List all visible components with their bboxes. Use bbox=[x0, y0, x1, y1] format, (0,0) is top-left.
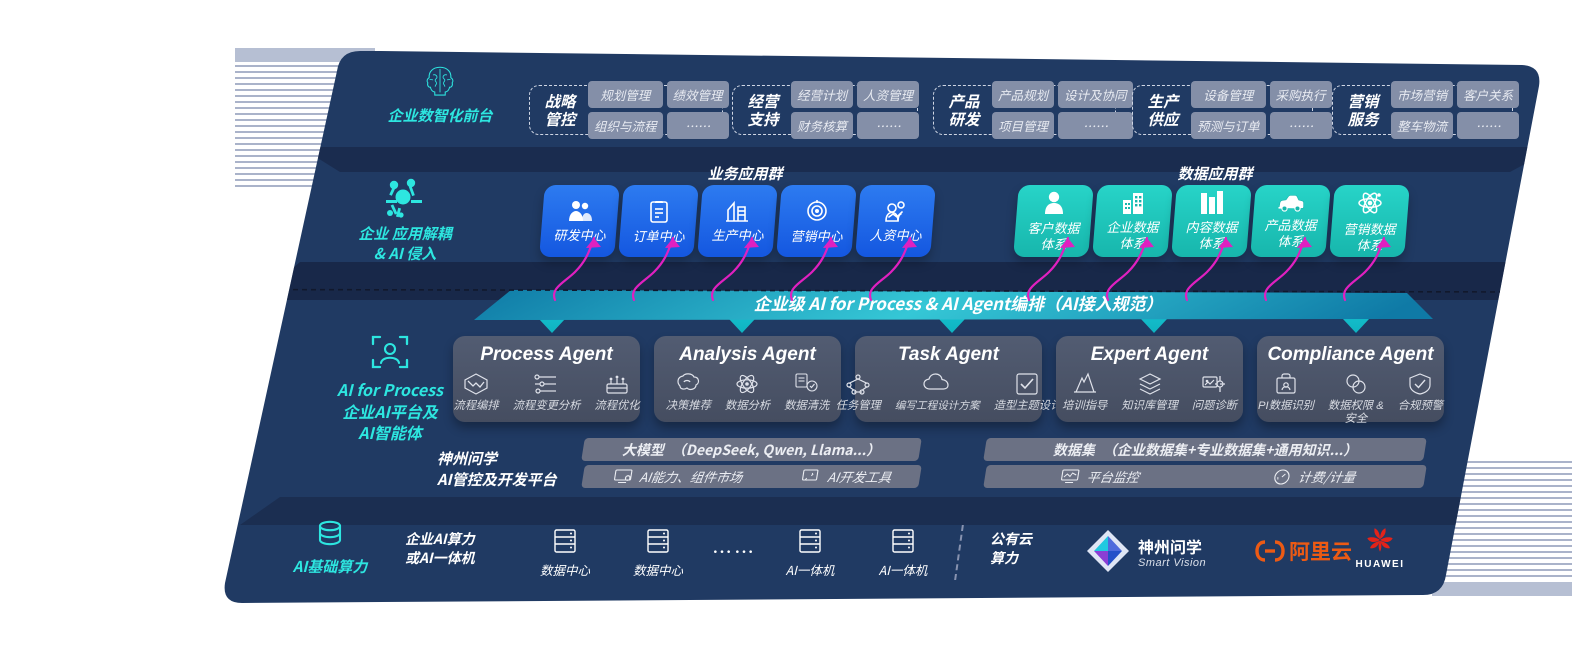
svg-text:企业级 AI for Process & AI Agent编: 企业级 AI for Process & AI Agent编排（AI接入规范） bbox=[753, 290, 1162, 315]
